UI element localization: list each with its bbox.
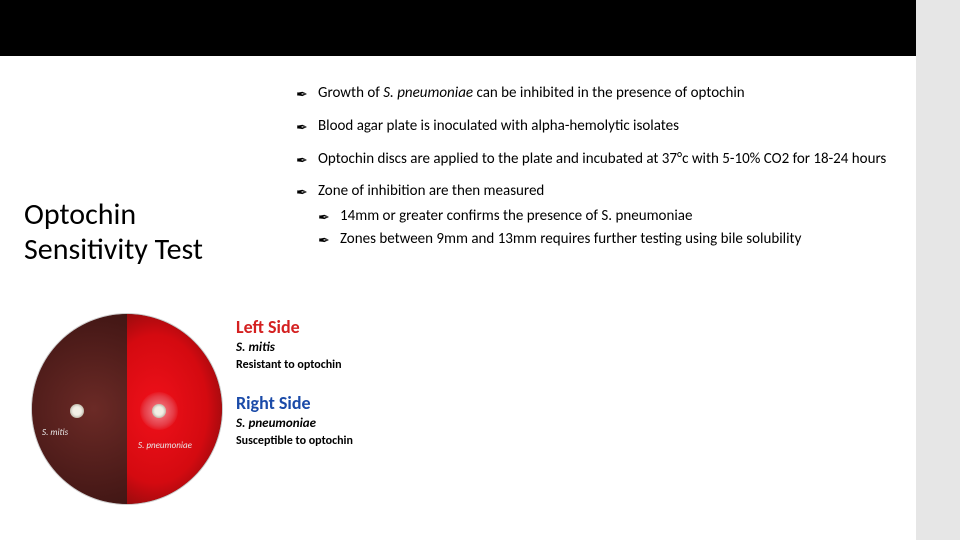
content-body: ✒ Growth of S. pneumoniae can be inhibit… [296,84,896,263]
legend-left-desc: Resistant to optochin [236,356,416,380]
bullet-3: ✒ Optochin discs are applied to the plat… [296,150,896,169]
bullet-glyph-icon: ✒ [318,232,330,250]
bullet-1: ✒ Growth of S. pneumoniae can be inhibit… [296,84,896,103]
bullet-4-sub-1: ✒ 14mm or greater confirms the presence … [318,207,896,226]
bullet-glyph-icon: ✒ [296,152,308,170]
legend-left-species: S. mitis [236,338,416,355]
bullet-2-text: Blood agar plate is inoculated with alph… [318,117,679,135]
top-accent-band [0,0,916,56]
legend-right-desc: Susceptible to optochin [236,432,416,456]
bullet-4-sub-1-text: 14mm or greater confirms the presence of… [340,207,692,225]
bullet-4-sub-2-text: Zones between 9mm and 13mm requires furt… [340,230,801,248]
bullet-4-sub-2: ✒ Zones between 9mm and 13mm requires fu… [318,230,896,249]
bullet-1-text: Growth of S. pneumoniae can be inhibited… [318,84,745,102]
bullet-glyph-icon: ✒ [296,86,308,104]
legend-right-species: S. pneumoniae [236,414,416,431]
legend-right-side: Right Side [236,392,416,414]
bullet-glyph-icon: ✒ [318,209,330,227]
bullet-4: ✒ Zone of inhibition are then measured [296,182,896,201]
plate-label-left: S. mitis [42,427,68,438]
legend-left-side: Left Side [236,316,416,338]
bullet-3-text: Optochin discs are applied to the plate … [318,150,886,168]
bullet-2: ✒ Blood agar plate is inoculated with al… [296,117,896,136]
optochin-disc-left [70,404,84,418]
optochin-figure: S. mitis S. pneumoniae Left Side S. miti… [24,308,416,516]
optochin-disc-right [152,404,166,418]
agar-plate: S. mitis S. pneumoniae [32,314,222,504]
slide-title: Optochin Sensitivity Test [24,198,260,267]
bullet-4-text: Zone of inhibition are then measured [318,182,544,200]
bullet-glyph-icon: ✒ [296,184,308,202]
slide: Optochin Sensitivity Test ✒ Growth of S.… [0,0,960,540]
plate-label-right: S. pneumoniae [138,440,192,451]
bullet-glyph-icon: ✒ [296,119,308,137]
side-accent-band [916,0,960,540]
